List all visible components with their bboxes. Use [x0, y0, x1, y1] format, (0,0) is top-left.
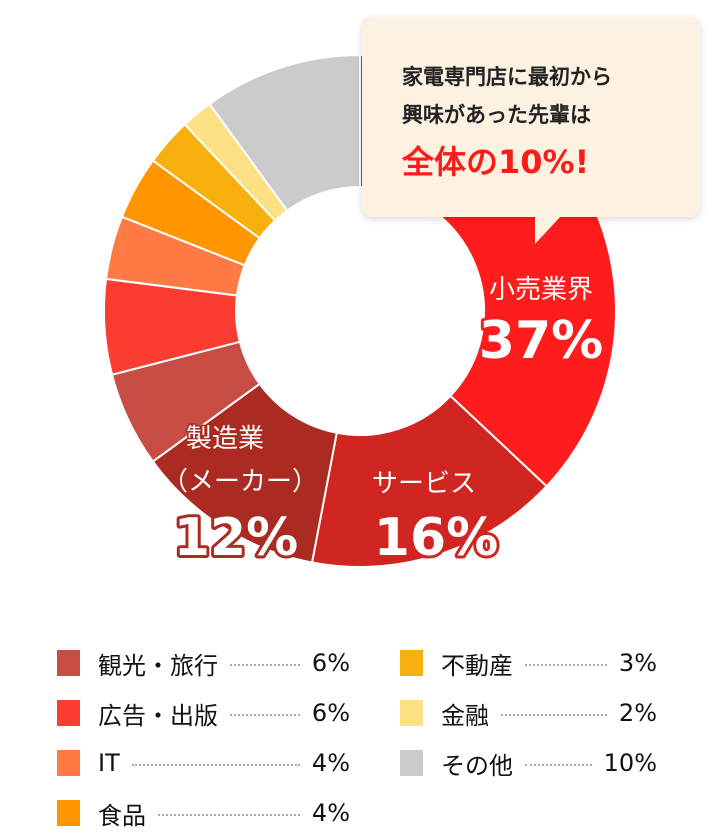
legend-value: 10% [603, 749, 657, 777]
legend-swatch [57, 800, 80, 826]
legend-label: IT [98, 749, 120, 777]
leader-dots [525, 764, 592, 766]
legend-item: IT 4% [57, 745, 350, 781]
legend-value: 4% [311, 749, 350, 777]
legend-label: 不動産 [441, 651, 513, 680]
legend-value: 6% [311, 649, 350, 677]
callout-line-2: 興味があった先輩は [402, 103, 591, 127]
leader-dots [230, 714, 300, 716]
legend-label: その他 [441, 751, 513, 780]
slice-1 [310, 394, 549, 568]
slice-9 [208, 53, 361, 213]
leader-dots [158, 814, 300, 816]
legend-label: 広告・出版 [98, 701, 218, 730]
legend-swatch [400, 700, 423, 726]
leader-dots [230, 664, 300, 666]
leader-dots [131, 764, 300, 766]
legend-value: 6% [311, 699, 350, 727]
legend-item: 食品 4% [57, 795, 350, 831]
legend-label: 食品 [98, 801, 146, 830]
legend-swatch [400, 650, 423, 676]
slice-label-value-2: 12% [174, 508, 298, 568]
callout-line-1: 家電専門店に最初から [402, 65, 612, 89]
legend-label: 観光・旅行 [98, 651, 218, 680]
callout-highlight: 全体の10%! [402, 143, 590, 181]
slice-label-value-0: 37% [479, 311, 603, 371]
legend-swatch [57, 650, 80, 676]
callout-box: 家電専門店に最初から 興味があった先輩は 全体の10%! [362, 17, 700, 217]
legend-value: 3% [618, 649, 657, 677]
slice-label-name-1: サービス [372, 469, 476, 499]
legend-swatch [57, 750, 80, 776]
slice-label-name-2b: （メーカー） [162, 467, 318, 497]
leader-dots [525, 664, 607, 666]
legend-item: 金融 2% [400, 695, 657, 731]
leader-dots [501, 714, 607, 716]
legend-label: 金融 [441, 701, 489, 730]
legend-item: 観光・旅行 6% [57, 645, 350, 681]
legend-value: 4% [311, 799, 350, 827]
slice-label-name-2: 製造業 [186, 424, 264, 454]
legend-value: 2% [618, 699, 657, 727]
slice-label-name-0: 小売業界 [489, 275, 593, 305]
legend-item: 不動産 3% [400, 645, 657, 681]
callout-tail [535, 216, 561, 244]
legend-item: その他 10% [400, 745, 657, 781]
legend-swatch [57, 700, 80, 726]
slice-label-value-1: 16% [374, 508, 498, 568]
legend-item: 広告・出版 6% [57, 695, 350, 731]
legend-swatch [400, 750, 423, 776]
